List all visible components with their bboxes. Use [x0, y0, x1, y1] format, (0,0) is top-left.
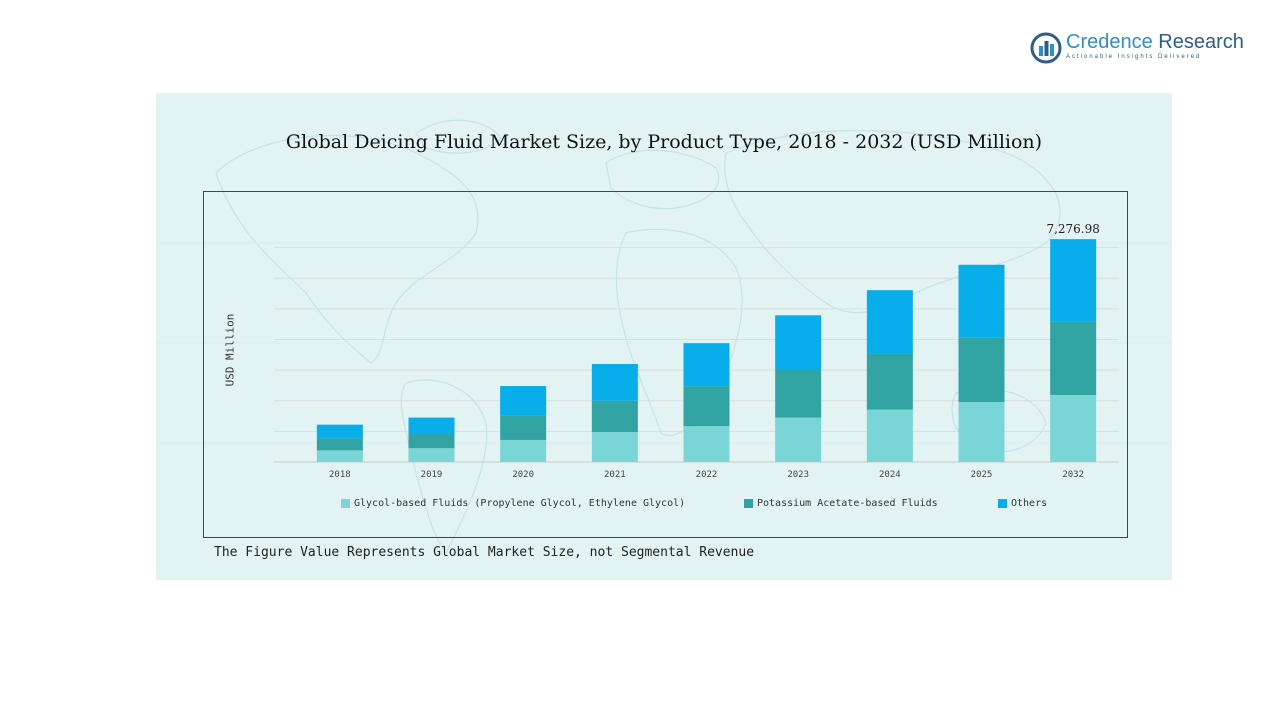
- x-tick-label: 2022: [696, 470, 718, 480]
- brand-name-first: Credence: [1066, 31, 1153, 53]
- bar-segment-2025-series-1: [958, 401, 1005, 462]
- bar-segment-2032-series-3: [1050, 239, 1097, 322]
- bar-segment-2025-series-3: [958, 264, 1005, 338]
- bar-segment-2023-series-1: [775, 417, 822, 462]
- legend-item: Others: [998, 498, 1047, 509]
- bar-segment-2020-series-2: [500, 415, 547, 440]
- legend-swatch: [744, 499, 753, 508]
- bar-segment-2025-series-2: [958, 337, 1005, 402]
- x-tick-label: 2023: [787, 470, 809, 480]
- x-tick-label: 2019: [421, 470, 443, 480]
- legend-label: Others: [1011, 498, 1048, 509]
- bar-segment-2019-series-3: [408, 417, 455, 434]
- bar-segment-2019-series-2: [408, 433, 455, 449]
- legend: Glycol-based Fluids (Propylene Glycol, E…: [204, 498, 1129, 514]
- legend-label: Glycol-based Fluids (Propylene Glycol, E…: [354, 498, 686, 509]
- legend-swatch: [998, 499, 1007, 508]
- bar-segment-2022-series-2: [683, 386, 730, 427]
- brand-tagline: Actionable Insights Delivered: [1066, 54, 1202, 60]
- bar-segment-2022-series-3: [683, 343, 730, 387]
- chart-title: Global Deicing Fluid Market Size, by Pro…: [285, 131, 1043, 153]
- bar-segment-2020-series-3: [500, 386, 547, 416]
- bar-segment-2021-series-3: [591, 364, 638, 401]
- brand-name: Credence Research: [1066, 31, 1244, 54]
- x-tick-label: 2020: [512, 470, 534, 480]
- bar-segment-2021-series-1: [591, 431, 638, 462]
- footnote: The Figure Value Represents Global Marke…: [214, 545, 755, 560]
- brand-name-second: Research: [1158, 31, 1244, 53]
- brand-logo: Credence Research Actionable Insights De…: [1030, 30, 1244, 66]
- bar-segment-2018-series-3: [316, 424, 363, 439]
- bar-segment-2023-series-3: [775, 315, 822, 370]
- data-label: 7,276.98: [1046, 222, 1099, 236]
- x-tick-label: 2025: [971, 470, 993, 480]
- plot-area: 2018 2019 2020 2021 2022 2023 2024 2025 2032 7,27…: [274, 222, 1119, 480]
- bar-segment-2021-series-2: [591, 400, 638, 432]
- x-tick-label: 2021: [604, 470, 626, 480]
- bar-segment-2018-series-1: [316, 450, 363, 462]
- bar-segment-2020-series-1: [500, 439, 547, 462]
- legend-item: Potassium Acetate-based Fluids: [744, 498, 938, 509]
- chart-frame: USD Million 2018 2019 2020 2021 2022 2023 2024…: [203, 191, 1128, 538]
- bar-segment-2024-series-3: [866, 290, 913, 354]
- x-tick-label: 2032: [1062, 470, 1084, 480]
- x-tick-label: 2018: [329, 470, 351, 480]
- bar-segment-2023-series-2: [775, 369, 822, 418]
- legend-swatch: [341, 499, 350, 508]
- x-tick-label: 2024: [879, 470, 901, 480]
- bar-segment-2022-series-1: [683, 426, 730, 462]
- bar-segment-2032-series-1: [1050, 394, 1097, 462]
- bar-segment-2019-series-1: [408, 448, 455, 462]
- bar-segment-2024-series-1: [866, 409, 913, 462]
- legend-label: Potassium Acetate-based Fluids: [757, 498, 938, 509]
- bar-chart-circle-icon: [1030, 32, 1062, 64]
- bar-segment-2018-series-2: [316, 438, 363, 451]
- bar-segment-2024-series-2: [866, 353, 913, 410]
- bar-segment-2032-series-2: [1050, 321, 1097, 395]
- legend-item: Glycol-based Fluids (Propylene Glycol, E…: [341, 498, 685, 509]
- chart-panel: Global Deicing Fluid Market Size, by Pro…: [156, 93, 1172, 580]
